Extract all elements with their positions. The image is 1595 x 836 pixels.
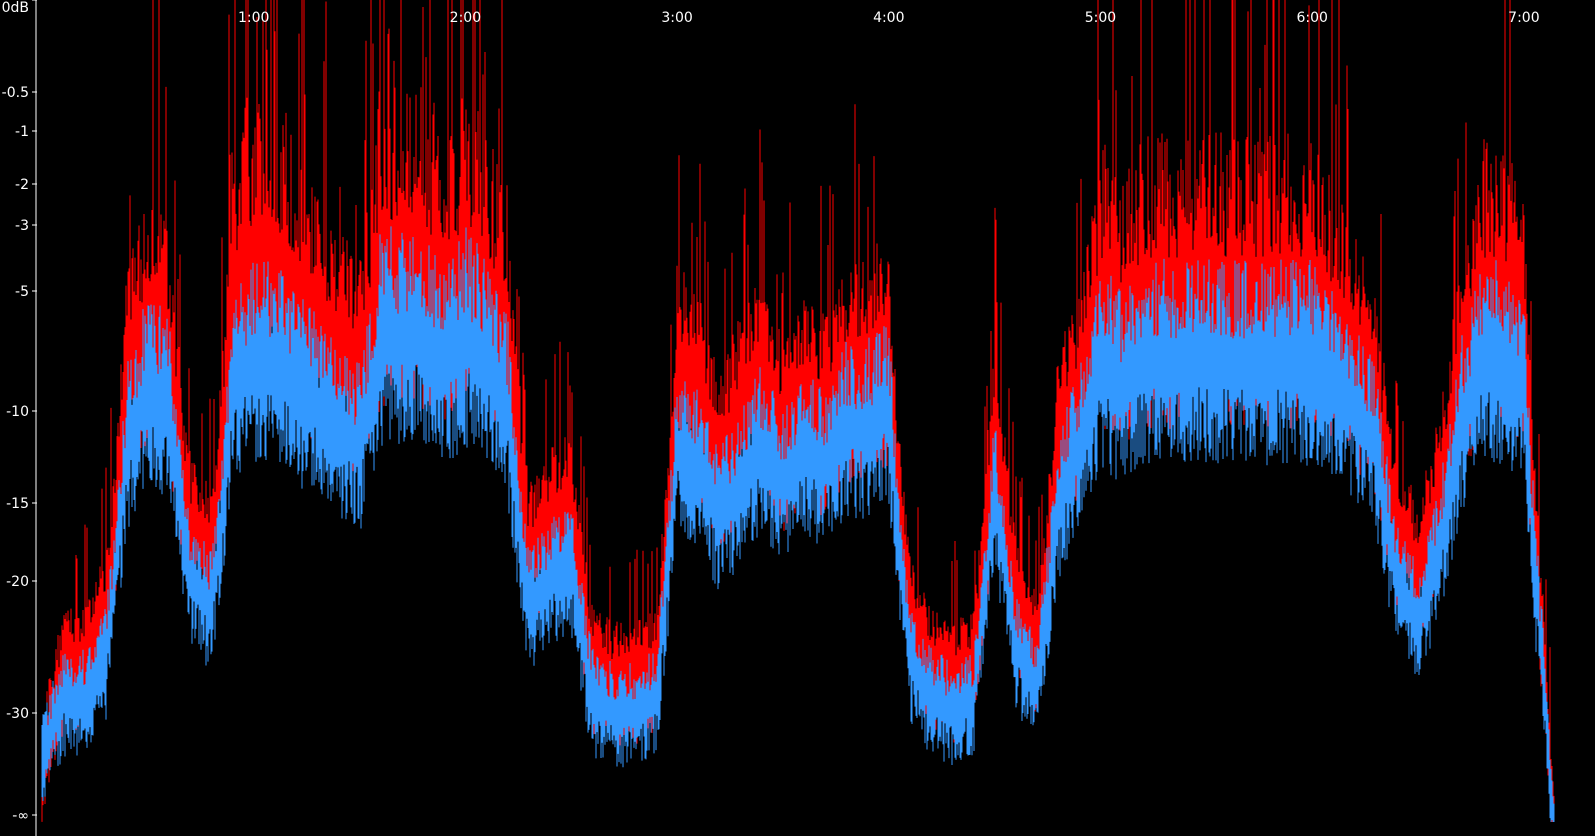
x-tick-label: 4:00: [873, 10, 904, 26]
x-tick-label: 3:00: [661, 10, 692, 26]
y-tick-label: -10: [6, 404, 29, 420]
y-tick-label: -3: [15, 218, 29, 234]
y-tick-label: -15: [6, 496, 29, 512]
x-tick-label: 7:00: [1508, 10, 1539, 26]
x-tick-label: 6:00: [1296, 10, 1327, 26]
y-tick-label: -30: [6, 706, 29, 722]
x-tick-label: 2:00: [450, 10, 481, 26]
y-tick-label: -1: [15, 124, 29, 140]
y-tick-label: -2: [15, 177, 29, 193]
y-tick-label: 0dB: [2, 0, 29, 16]
x-tick-label: 1:00: [238, 10, 269, 26]
y-tick-label: -20: [6, 574, 29, 590]
waveform-marks: [41, 0, 1555, 822]
y-tick-label: -5: [15, 284, 29, 300]
x-axis-ticks: 1:00 2:00 3:00 4:00 5:00 6:00 7:00: [238, 10, 1540, 26]
x-tick-label: 5:00: [1085, 10, 1116, 26]
y-tick-label: -0.5: [2, 85, 29, 101]
y-tick-label: -∞: [12, 808, 29, 824]
